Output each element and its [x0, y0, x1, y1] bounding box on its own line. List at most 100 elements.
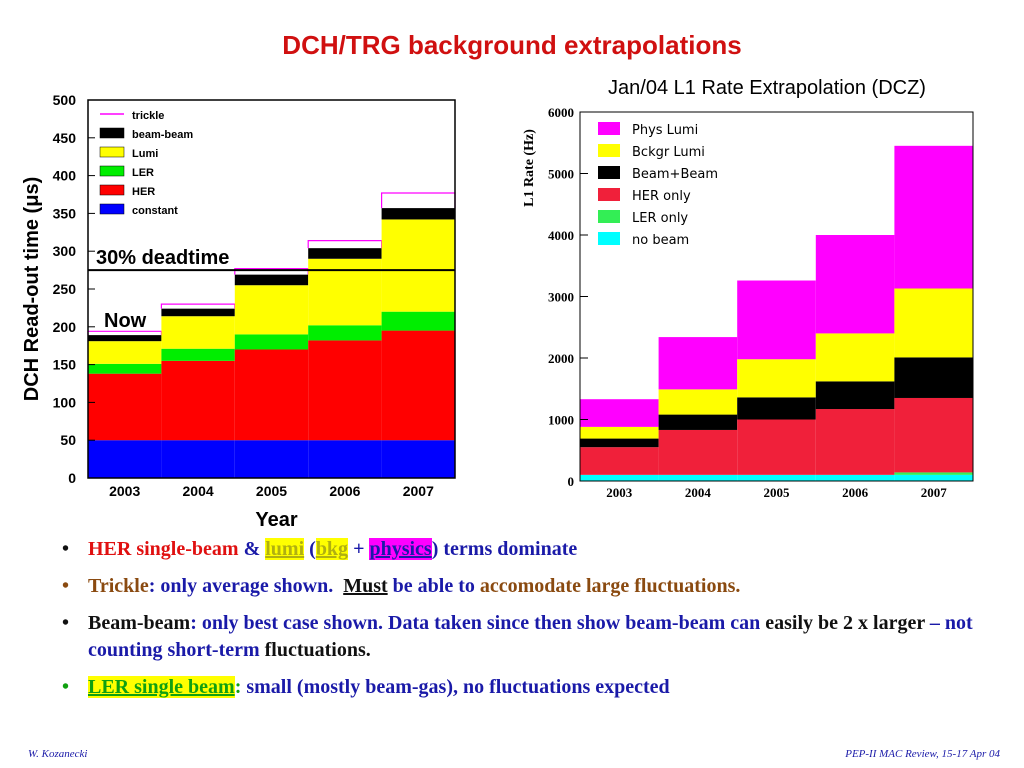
y-tick-label: 6000 — [548, 105, 574, 120]
x-tick-label: 2004 — [183, 483, 214, 499]
bar-segment — [308, 340, 382, 441]
bar-segment — [894, 472, 973, 475]
bar-segment — [234, 440, 309, 478]
y-tick-label: 0 — [68, 470, 76, 486]
slide-title: DCH/TRG background extrapolations — [282, 30, 742, 60]
legend-label: no beam — [632, 233, 689, 248]
charts-canvas: 0 50 100 150 200 250 300 350 400 450 500 2003 2004 20… — [21, 77, 974, 531]
bar-segment — [658, 429, 738, 475]
bullet-text: ) — [431, 538, 439, 560]
bullet-item: • LER single beam: small (mostly beam-ga… — [62, 674, 982, 701]
bullet-text: not counting short-term — [88, 612, 973, 661]
x-tick-label: 2005 — [256, 483, 287, 499]
bar-segment — [658, 389, 738, 415]
legend-swatch — [598, 144, 620, 157]
bullet-item: • Beam-beam: only best case shown. Data … — [62, 610, 982, 664]
dch-readout-chart: 0 50 100 150 200 250 300 350 400 450 500 2003 2004 20… — [21, 92, 456, 531]
y-tick-label: 50 — [60, 432, 76, 448]
y-tick-label: 450 — [53, 130, 77, 146]
bullet-item: • HER single-beam & lumi (bkg + physics)… — [62, 536, 982, 563]
bullet-text: – — [924, 612, 945, 634]
y-tick-label: 250 — [53, 281, 77, 297]
bar-segment — [580, 474, 659, 481]
bullet-text: : — [190, 612, 202, 634]
bullet-item: • Trickle: only average shown. Must be a… — [62, 573, 982, 600]
bullet-text: Trickle — [88, 575, 149, 597]
bar-segment — [308, 248, 382, 259]
bar-segment — [737, 359, 816, 398]
bar-segment — [234, 274, 309, 286]
legend-swatch — [598, 188, 620, 201]
bar-segment — [161, 440, 235, 478]
legend-swatch — [99, 127, 125, 139]
bullet-text: fluctuations. — [259, 639, 371, 661]
bar-segment — [894, 474, 973, 481]
bar-segment — [894, 397, 973, 473]
bullet-text: only best case shown. Data taken since t… — [201, 612, 761, 634]
y-tick-label: 4000 — [548, 228, 574, 243]
l1-rate-chart: 0 1000 2000 3000 4000 5000 6000 2003 2004 2005 200… — [522, 77, 974, 500]
bar-segment — [815, 235, 895, 334]
now-annotation: Now — [104, 310, 147, 332]
bar-segment — [815, 474, 895, 481]
bar-segment — [580, 426, 659, 439]
y-tick-label: 300 — [53, 243, 77, 259]
bar-segment — [737, 474, 816, 481]
bar-segment — [381, 219, 455, 312]
y-tick-label: 100 — [53, 394, 77, 410]
legend-swatch — [598, 232, 620, 245]
legend-label: HER only — [632, 189, 691, 204]
bar-segment — [381, 330, 455, 441]
y-tick-label: 0 — [568, 474, 575, 489]
x-tick-label: 2007 — [921, 485, 948, 500]
legend-swatch — [598, 166, 620, 179]
x-tick-label: 2004 — [685, 485, 712, 500]
bar-segment — [580, 438, 659, 448]
bar-segment — [161, 348, 235, 361]
bullet-text: : — [148, 575, 161, 597]
bullet-text: physics — [369, 538, 432, 560]
bar-segment — [580, 399, 659, 427]
bar-segment — [234, 349, 309, 441]
y-axis-label: DCH Read-out time (μs) — [21, 177, 43, 401]
legend-label: LER — [132, 167, 154, 179]
bar-segment — [381, 440, 455, 478]
bar-segment — [737, 419, 816, 475]
bullet-text: : — [234, 676, 242, 698]
footer-author: W. Kozanecki — [28, 748, 88, 760]
x-tick-label: 2006 — [842, 485, 869, 500]
x-tick-label: 2003 — [606, 485, 633, 500]
y-tick-label: 350 — [53, 205, 77, 221]
y-tick-label: 200 — [53, 319, 77, 335]
bullet-text: Beam-beam — [88, 612, 191, 634]
y-tick-label: 1000 — [548, 413, 574, 428]
bar-segment — [88, 363, 162, 374]
x-axis-label: Year — [255, 509, 297, 531]
x-tick-label: 2005 — [764, 485, 791, 500]
y-tick-label: 3000 — [548, 290, 574, 305]
y-tick-label: 2000 — [548, 351, 574, 366]
bullet-text: + — [348, 538, 370, 560]
legend-swatch — [598, 210, 620, 223]
bar-segment — [88, 335, 162, 342]
legend-label: HER — [132, 186, 155, 198]
bar-segment — [161, 308, 235, 317]
legend-label: Beam+Beam — [632, 167, 718, 182]
legend-label: Bckgr Lumi — [632, 145, 705, 160]
y-tick-label: 150 — [53, 357, 77, 373]
legend-swatch — [99, 203, 125, 215]
legend-label: LER only — [632, 211, 688, 226]
legend-swatch — [99, 184, 125, 196]
bullet-list: • HER single-beam & lumi (bkg + physics)… — [62, 536, 982, 711]
deadtime-annotation: 30% deadtime — [96, 247, 229, 269]
bullet-text: terms dominate — [438, 538, 578, 560]
bar-segment — [815, 333, 895, 382]
x-tick-label: 2003 — [109, 483, 140, 499]
y-tick-label: 500 — [53, 92, 77, 108]
bar-segment — [88, 341, 162, 364]
chart-title: Jan/04 L1 Rate Extrapolation (DCZ) — [608, 77, 926, 99]
y-axis-label: L1 Rate (Hz) — [522, 129, 537, 207]
bar-segment — [308, 325, 382, 341]
bar-segment — [161, 316, 235, 349]
x-tick-label: 2007 — [403, 483, 434, 499]
